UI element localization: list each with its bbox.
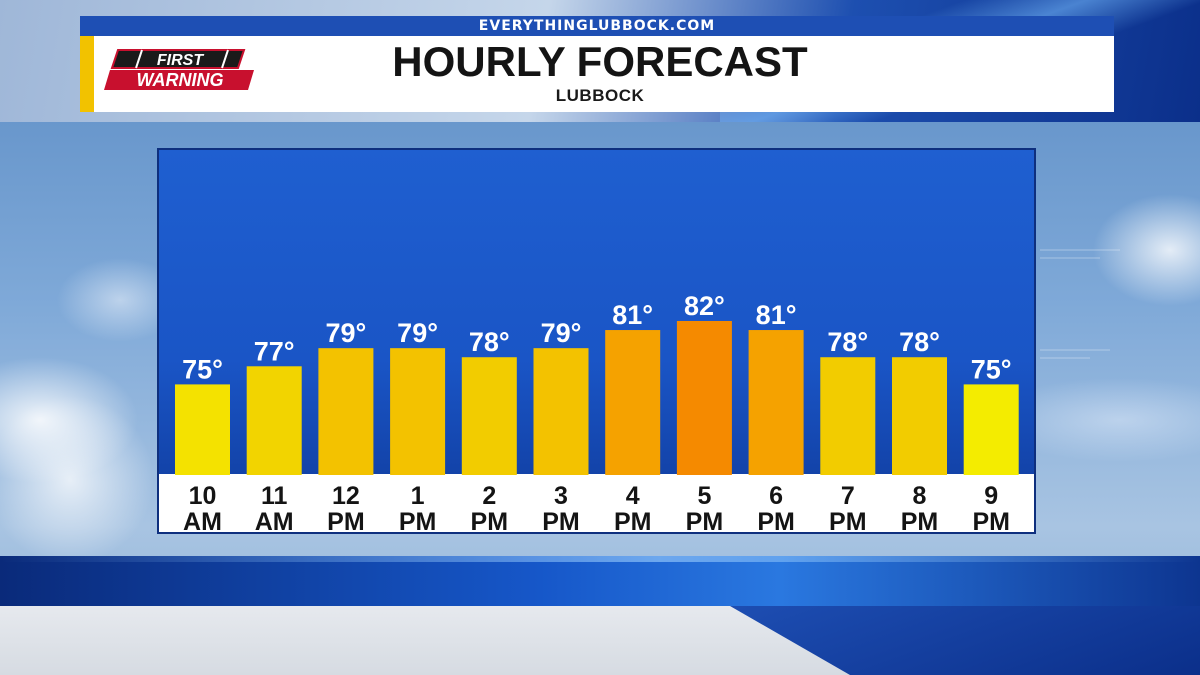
category-label: 7 <box>841 482 855 510</box>
category-label: PM <box>614 508 652 532</box>
logo-text-first: FIRST <box>157 52 204 69</box>
value-label: 79° <box>397 318 438 348</box>
page-title: HOURLY FORECAST <box>392 38 808 85</box>
bar-9-pm <box>963 384 1019 475</box>
bar-8-pm <box>892 357 947 475</box>
category-label: 12 <box>332 482 360 510</box>
decorative-hud-lines <box>1040 249 1120 359</box>
category-label: PM <box>901 508 939 532</box>
chart-panel: 75° 10 AM 77° 11 AM 79° 12 PM 79° 1 PM 78° 2 PM 79° 3 PM 8… <box>157 148 1036 534</box>
bar-7-pm <box>820 357 876 475</box>
hourly-bar-chart: 75°10AM77°11AM79°12PM79°1PM78°2PM79°3PM8… <box>175 291 1019 532</box>
location-subtitle: LUBBOCK <box>555 86 645 105</box>
value-label: 79° <box>541 318 582 348</box>
value-label: 81° <box>612 300 653 330</box>
bar-6-pm <box>748 330 804 475</box>
value-label: 77° <box>254 336 295 366</box>
first-warning-logo: FIRST WARNING <box>104 49 254 90</box>
category-label: 3 <box>554 482 568 510</box>
category-label: 4 <box>626 482 640 510</box>
value-label: 75° <box>182 354 223 384</box>
category-label: 1 <box>411 482 425 510</box>
category-label-strip <box>159 474 1034 532</box>
website-bar: EVERYTHINGLUBBOCK.COM <box>80 16 1114 36</box>
category-label: PM <box>829 508 867 532</box>
bar-3-pm <box>533 348 589 475</box>
category-label: PM <box>686 508 724 532</box>
value-label: 81° <box>756 300 797 330</box>
value-label: 75° <box>971 354 1012 384</box>
bar-10-am <box>175 384 230 475</box>
category-label: 9 <box>984 482 998 510</box>
bar-1-pm <box>390 348 446 475</box>
value-label: 78° <box>899 327 940 357</box>
logo-text-warning: WARNING <box>137 70 224 90</box>
bar-4-pm <box>605 330 661 475</box>
category-label: PM <box>542 508 580 532</box>
bar-11-am <box>246 366 302 475</box>
category-label: 2 <box>482 482 496 510</box>
category-label: PM <box>327 508 365 532</box>
category-label: 10 <box>189 482 217 510</box>
category-label: PM <box>757 508 795 532</box>
value-label: 82° <box>684 291 725 321</box>
category-label: AM <box>183 508 222 532</box>
category-label: 8 <box>913 482 927 510</box>
value-label: 78° <box>469 327 510 357</box>
bar-2-pm <box>461 357 517 475</box>
category-label: AM <box>255 508 294 532</box>
value-label: 78° <box>827 327 868 357</box>
category-label: PM <box>399 508 437 532</box>
bar-5-pm <box>676 320 732 475</box>
category-label: 5 <box>697 482 711 510</box>
category-label: 6 <box>769 482 783 510</box>
bottom-band-highlight <box>0 556 1200 562</box>
category-label: PM <box>471 508 509 532</box>
category-label: 11 <box>261 482 288 510</box>
title-panel-accent <box>80 36 94 112</box>
category-label: PM <box>972 508 1010 532</box>
value-label: 79° <box>325 318 366 348</box>
bar-12-pm <box>318 348 374 475</box>
bottom-band <box>0 556 1200 606</box>
